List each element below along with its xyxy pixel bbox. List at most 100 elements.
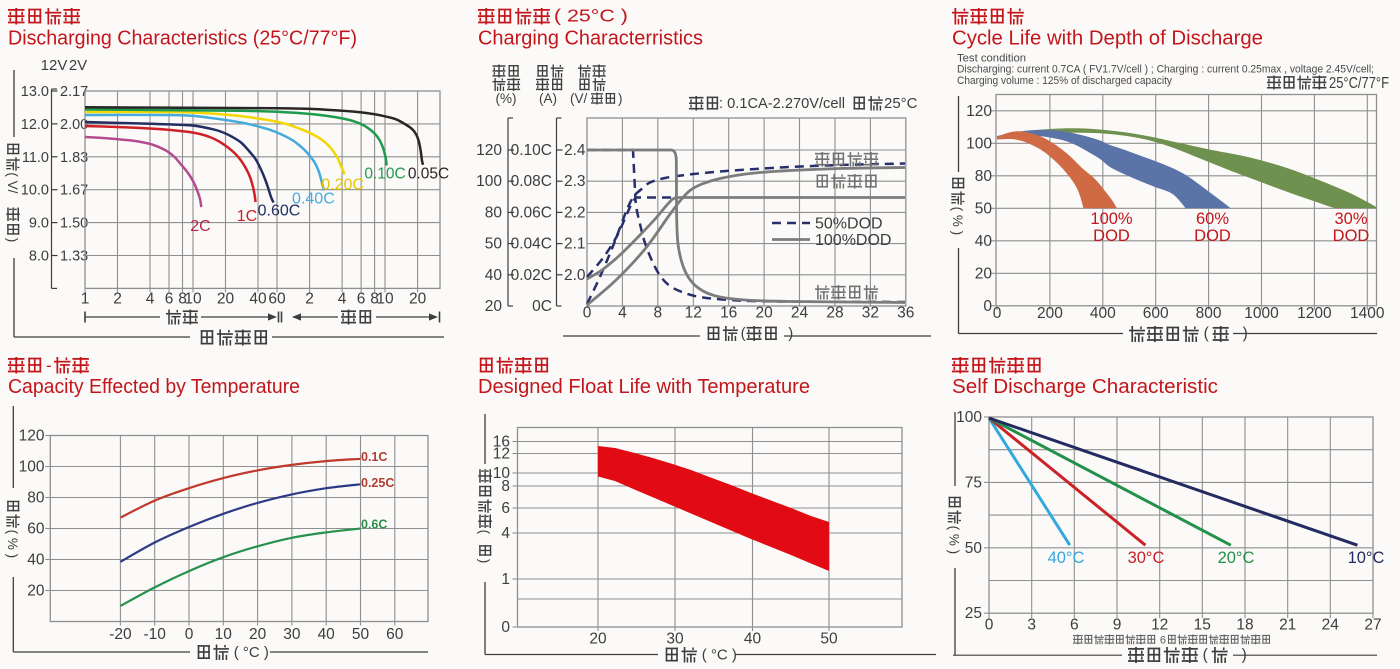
svg-text:32: 32 — [862, 305, 879, 322]
svg-text:25°C/77°F: 25°C/77°F — [1329, 75, 1389, 92]
svg-text:Discharging Characteristics (2: Discharging Characteristics (25°C/77°F) — [8, 28, 357, 50]
svg-text:6: 6 — [1160, 635, 1166, 647]
svg-text:60: 60 — [268, 290, 286, 307]
svg-text:2C: 2C — [190, 218, 210, 235]
svg-text:(A): (A) — [539, 91, 557, 106]
svg-text:40: 40 — [27, 552, 45, 569]
svg-text:400: 400 — [1090, 305, 1116, 322]
svg-text:0.10C: 0.10C — [511, 142, 552, 159]
svg-text:100: 100 — [19, 459, 45, 476]
svg-text:120: 120 — [19, 428, 45, 445]
svg-text:25°C: 25°C — [884, 95, 918, 112]
svg-text:0.10C: 0.10C — [364, 166, 405, 183]
svg-text:80: 80 — [27, 490, 45, 507]
svg-text:0: 0 — [993, 305, 1002, 322]
svg-text:1200: 1200 — [1297, 305, 1332, 322]
svg-text:-: - — [46, 356, 52, 375]
svg-text:50: 50 — [352, 626, 370, 643]
svg-text:3: 3 — [1027, 617, 1036, 634]
svg-text:30°C: 30°C — [1128, 549, 1165, 567]
svg-text:24: 24 — [791, 305, 809, 322]
svg-text:20: 20 — [589, 631, 607, 648]
svg-text:0.60C: 0.60C — [258, 203, 301, 220]
svg-text:0.04C: 0.04C — [511, 236, 552, 253]
svg-text:10.0: 10.0 — [21, 183, 49, 199]
svg-text:11.0: 11.0 — [22, 150, 49, 166]
svg-text:30: 30 — [283, 626, 301, 643]
svg-text:-20: -20 — [109, 626, 132, 643]
svg-text:25: 25 — [965, 605, 982, 622]
svg-text:12: 12 — [685, 305, 702, 322]
svg-text:13.0: 13.0 — [21, 84, 49, 100]
svg-text:15: 15 — [1194, 617, 1211, 634]
svg-text:1: 1 — [501, 571, 510, 588]
svg-text:Capacity Effected by Temperatu: Capacity Effected by Temperature — [8, 376, 300, 398]
svg-text:1400: 1400 — [1350, 305, 1385, 322]
svg-text:28: 28 — [826, 305, 843, 322]
svg-text:0.06C: 0.06C — [511, 204, 552, 221]
svg-text:(: ( — [1203, 647, 1209, 664]
svg-text:40°C: 40°C — [1048, 549, 1085, 567]
svg-text:2V: 2V — [69, 57, 87, 74]
svg-text:600: 600 — [1143, 305, 1169, 322]
svg-text:2: 2 — [305, 290, 314, 307]
svg-text:Charging Characterristics: Charging Characterristics — [478, 28, 703, 50]
svg-text:12.0: 12.0 — [21, 117, 49, 133]
svg-text:0: 0 — [501, 619, 510, 636]
svg-text:18: 18 — [1236, 617, 1253, 634]
svg-text:40: 40 — [249, 290, 267, 307]
svg-text:30%: 30% — [1334, 210, 1367, 228]
svg-text:9: 9 — [1113, 617, 1122, 634]
svg-text:Cycle Life with Depth of Disch: Cycle Life with Depth of Discharge — [952, 28, 1263, 50]
svg-text:): ) — [477, 559, 492, 564]
svg-text:( % ): ( % ) — [950, 207, 965, 236]
svg-text:2.3: 2.3 — [564, 173, 586, 190]
svg-text:20°C: 20°C — [1218, 549, 1255, 567]
svg-text:2.0: 2.0 — [564, 267, 586, 284]
svg-text:( °C ): ( °C ) — [702, 647, 737, 664]
svg-text:20: 20 — [755, 305, 773, 322]
svg-text:20: 20 — [249, 626, 267, 643]
svg-text:8: 8 — [501, 478, 510, 495]
svg-text:4: 4 — [501, 525, 510, 542]
svg-text:0.40C: 0.40C — [292, 191, 335, 208]
svg-text:(%): (%) — [496, 91, 517, 106]
svg-text:(V/: (V/ — [570, 91, 588, 106]
svg-text:( 25°C ): ( 25°C ) — [554, 6, 628, 26]
svg-text:0.08C: 0.08C — [511, 173, 552, 190]
svg-text:Charging volume : 125% of disc: Charging volume : 125% of discharged cap… — [957, 75, 1172, 87]
svg-text:20: 20 — [485, 298, 503, 315]
svg-text:2.1: 2.1 — [564, 236, 586, 253]
svg-text:50: 50 — [975, 200, 993, 217]
svg-text:8: 8 — [178, 290, 187, 307]
svg-text:0.1C: 0.1C — [361, 450, 387, 464]
svg-text:20: 20 — [975, 265, 993, 282]
svg-text:9.0: 9.0 — [29, 216, 49, 232]
svg-text:60: 60 — [386, 626, 404, 643]
svg-text:100: 100 — [956, 409, 982, 426]
svg-text:27: 27 — [1364, 617, 1381, 634]
svg-text:0.05C: 0.05C — [408, 166, 449, 183]
svg-text:DOD: DOD — [1194, 227, 1231, 245]
svg-text:-10: -10 — [143, 626, 166, 643]
svg-text:DOD: DOD — [1333, 227, 1370, 245]
svg-text:100: 100 — [476, 173, 502, 190]
svg-text:10°C: 10°C — [1348, 549, 1385, 567]
svg-text:50%DOD: 50%DOD — [815, 216, 883, 233]
svg-text:100%: 100% — [1090, 210, 1133, 228]
svg-text:Test condition: Test condition — [957, 53, 1026, 65]
svg-text:0: 0 — [583, 305, 592, 322]
svg-text:6: 6 — [1070, 617, 1079, 634]
svg-text:2.17: 2.17 — [60, 84, 88, 100]
svg-text:100%DOD: 100%DOD — [815, 232, 891, 249]
svg-text:0.25C: 0.25C — [361, 476, 394, 490]
svg-text:2.2: 2.2 — [564, 204, 586, 221]
svg-text:6: 6 — [501, 500, 510, 517]
svg-text:1000: 1000 — [1244, 305, 1279, 322]
svg-text:(: ( — [741, 325, 746, 342]
svg-text:1C: 1C — [237, 208, 257, 225]
svg-text:50: 50 — [485, 236, 503, 253]
svg-text:50: 50 — [820, 631, 838, 648]
svg-text:1.67: 1.67 — [60, 183, 88, 199]
svg-text:12V: 12V — [41, 57, 68, 74]
